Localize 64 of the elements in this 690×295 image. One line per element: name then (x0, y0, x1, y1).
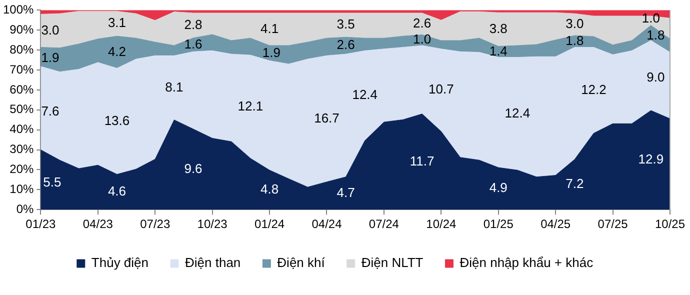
x-tick-label: 01/24 (254, 217, 285, 232)
annotation: 1.0 (413, 32, 432, 47)
x-tick-label: 07/23 (140, 217, 170, 232)
annotation: 4.6 (108, 184, 126, 199)
annotation: 8.1 (165, 79, 184, 94)
y-tick-label: 60% (10, 82, 34, 96)
annotation: 3.0 (41, 22, 60, 38)
annotation: 12.9 (638, 152, 664, 167)
x-tick-label: 01/25 (483, 217, 514, 232)
annotation: 4.1 (260, 20, 279, 36)
annotation: 1.4 (489, 43, 508, 58)
annotation: 4.9 (489, 180, 508, 196)
y-tick-label: 10% (10, 182, 34, 196)
annotation: 1.9 (41, 50, 60, 65)
y-tick-label: 30% (10, 142, 34, 156)
x-tick-label: 04/23 (82, 217, 114, 232)
annotation: 2.8 (184, 17, 202, 32)
annotation: 10.7 (428, 82, 454, 97)
annotation: 1.6 (184, 36, 202, 52)
annotation: 9.0 (646, 70, 665, 85)
annotation: 4.7 (336, 184, 355, 200)
legend-label: Điện nhập khẩu + khác (460, 255, 594, 270)
annotation: 4.2 (108, 44, 126, 59)
annotation: 3.0 (566, 16, 584, 32)
annotation: 5.5 (43, 174, 62, 190)
annotation: 7.2 (566, 176, 584, 192)
x-tick-label: 07/25 (598, 217, 628, 232)
annotation: 12.2 (581, 82, 606, 97)
legend-label: Điện NLTT (361, 255, 424, 270)
y-tick-label: 50% (10, 102, 34, 116)
x-tick-label: 01/23 (26, 217, 56, 232)
annotation: 1.8 (646, 28, 665, 43)
annotation: 12.1 (238, 98, 264, 114)
annotation: 2.6 (336, 37, 355, 52)
annotation: 7.6 (41, 104, 60, 119)
y-tick-label: 20% (10, 162, 34, 176)
annotation: 3.5 (336, 16, 355, 32)
annotation: 12.4 (352, 87, 378, 102)
annotation: 1.9 (262, 44, 280, 60)
y-tick-label: 100% (2, 2, 34, 17)
annotation: 13.6 (104, 112, 130, 128)
legend-label: Điện khí (277, 255, 326, 270)
legend-label: Điện than (185, 255, 241, 270)
annotation: 11.7 (410, 153, 434, 168)
annotation: 1.8 (566, 32, 584, 48)
y-tick-label: 40% (10, 122, 34, 136)
annotation: 2.6 (413, 15, 432, 30)
annotation: 3.8 (489, 21, 508, 36)
annotation: 12.4 (504, 105, 530, 120)
x-tick-label: 04/24 (312, 217, 342, 232)
y-tick-label: 80% (10, 42, 34, 56)
y-tick-label: 90% (10, 22, 34, 36)
x-tick-label: 10/23 (197, 217, 228, 232)
annotation: 16.7 (314, 110, 340, 126)
y-tick-label: 70% (10, 62, 34, 76)
x-tick-label: 07/24 (368, 217, 400, 232)
x-tick-label: 10/24 (426, 217, 456, 232)
y-tick-label: 0% (16, 202, 34, 216)
x-tick-label: 10/25 (654, 217, 686, 232)
annotation: 4.8 (260, 181, 279, 196)
annotation: 3.1 (108, 15, 126, 30)
annotation: 9.6 (184, 160, 202, 176)
legend-label: Thủy điện (91, 255, 149, 270)
x-tick-label: 04/25 (540, 217, 571, 232)
